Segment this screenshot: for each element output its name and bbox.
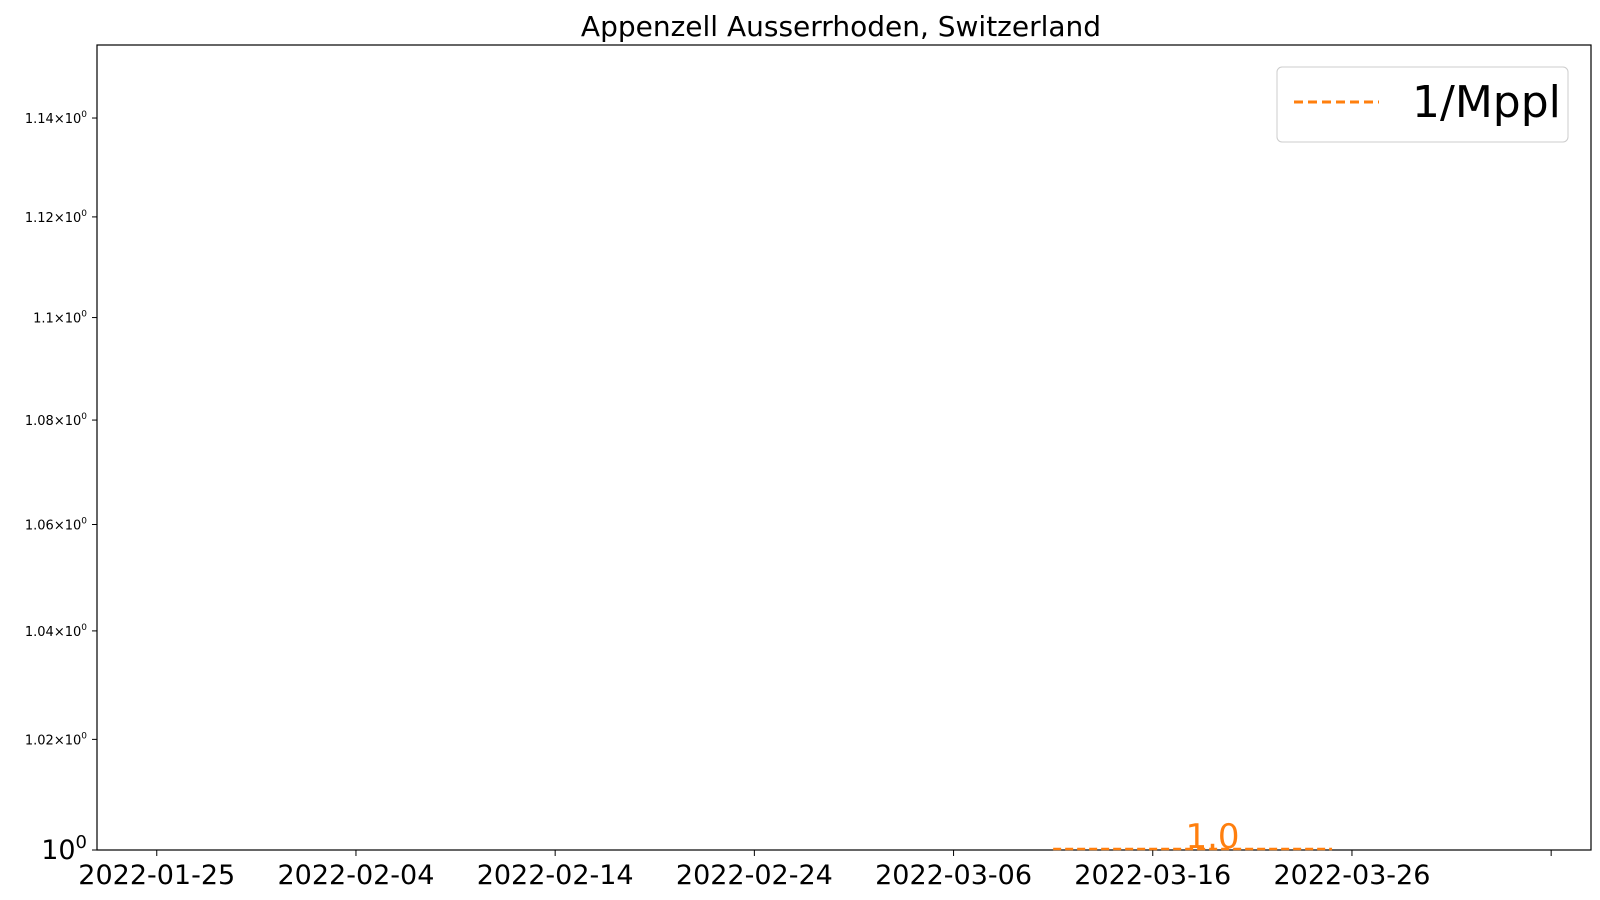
chart-title: Appenzell Ausserrhoden, Switzerland — [581, 10, 1101, 43]
x-axis: 2022-01-25 2022-02-04 2022-02-14 2022-02-24… — [78, 850, 1552, 891]
legend: 1/Mppl — [1276, 66, 1569, 143]
x-tick-label: 2022-03-16 — [1074, 860, 1231, 891]
y-axis: 1.02×100 1.04×100 1.06×100 1.08×100 1.1×100 1… — [25, 110, 97, 866]
legend-label: 1/Mppl — [1412, 77, 1561, 128]
legend-box — [1276, 66, 1569, 143]
y-tick-label: 1.06×100 — [25, 516, 87, 533]
y-tick-label: 1.02×100 — [25, 731, 87, 748]
plot-area — [96, 44, 1592, 851]
x-tick-label: 2022-03-26 — [1273, 860, 1430, 891]
y-tick-label-base: 100 — [41, 832, 87, 866]
y-tick-label: 1.04×100 — [25, 623, 87, 640]
y-tick-label: 1.14×100 — [25, 110, 87, 127]
y-tick-label: 1.12×100 — [25, 209, 87, 226]
x-tick-label: 2022-01-25 — [78, 860, 235, 891]
x-tick-label: 2022-02-24 — [676, 860, 833, 891]
data-label: 1.0 — [1185, 817, 1239, 857]
series-layer: 1.0 — [1053, 817, 1333, 857]
x-tick-label: 2022-03-06 — [875, 860, 1032, 891]
y-tick-label: 1.08×100 — [25, 412, 87, 429]
x-tick-label: 2022-02-14 — [477, 860, 634, 891]
x-tick-label: 2022-02-04 — [277, 860, 434, 891]
y-tick-label: 1.1×100 — [33, 310, 87, 327]
